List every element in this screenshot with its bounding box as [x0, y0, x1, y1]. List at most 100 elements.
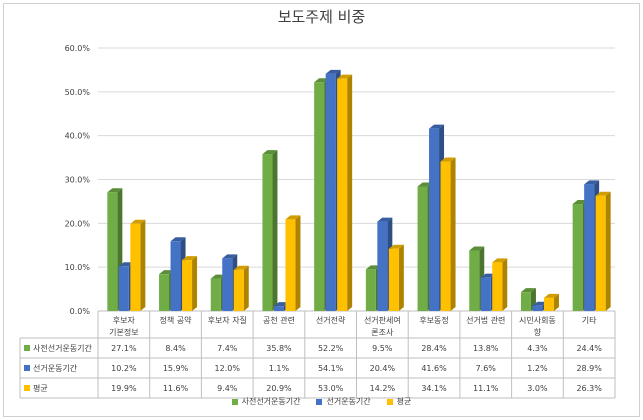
bar	[130, 223, 141, 311]
legend-item: 평균	[386, 396, 412, 407]
category-label: 시민사회동	[519, 315, 556, 325]
category-label: 기본정보	[109, 327, 138, 337]
bar-side	[272, 150, 278, 311]
bar	[118, 266, 129, 311]
bar-top	[520, 288, 536, 293]
bar-top	[159, 270, 175, 275]
bar-top	[118, 262, 134, 267]
data-label: 12.0%	[215, 364, 241, 373]
bar-side	[243, 265, 249, 311]
y-tick-label: 50.0%	[65, 88, 91, 97]
category-label: 선거전략	[316, 315, 346, 325]
bar-side	[553, 293, 559, 311]
data-label: 11.6%	[163, 384, 189, 393]
data-label: 28.9%	[576, 364, 602, 373]
bar-side	[192, 256, 198, 311]
bar-top	[543, 293, 559, 298]
bar-top	[262, 150, 278, 155]
legend-label: 사전선거운동기간	[241, 397, 301, 406]
bar	[285, 219, 296, 311]
legend-label: 평균	[396, 397, 412, 406]
data-label: 1.1%	[269, 364, 290, 373]
data-label: 53.0%	[318, 384, 344, 393]
bar-top	[337, 74, 353, 79]
bar	[543, 297, 554, 311]
bar-top	[492, 258, 508, 263]
bar-top	[233, 265, 249, 270]
category-label: 후보동정	[419, 315, 448, 325]
data-label: 7.4%	[217, 344, 238, 353]
bar	[210, 278, 221, 311]
bar-side	[605, 191, 611, 311]
category-label: 후보자	[113, 316, 136, 325]
bar-top	[210, 274, 226, 279]
data-label: 3.0%	[527, 384, 548, 393]
bar-side	[398, 244, 404, 311]
y-tick-label: 30.0%	[65, 176, 91, 185]
bar-side	[347, 74, 353, 311]
category-label: 론조사	[371, 328, 394, 337]
bar-top	[325, 69, 341, 74]
y-tick-label: 60.0%	[65, 44, 91, 53]
bar	[107, 192, 118, 311]
y-tick-label: 20.0%	[65, 219, 91, 228]
bar-side	[295, 215, 301, 311]
bar-top	[130, 219, 146, 224]
category-label: 공천 관련	[263, 315, 295, 325]
y-tick-label: 0.0%	[70, 307, 91, 316]
category-label: 기타	[582, 316, 597, 325]
data-label: 27.1%	[111, 344, 137, 353]
bar-top	[365, 265, 381, 270]
bar-top	[107, 188, 123, 193]
bar-top	[595, 191, 611, 196]
bar-side	[450, 157, 456, 311]
data-label: 13.8%	[473, 344, 499, 353]
bar-top	[429, 124, 445, 129]
bar	[417, 186, 428, 311]
data-label: 52.2%	[318, 344, 344, 353]
bar	[520, 292, 531, 311]
bar-top	[273, 302, 289, 307]
chart-legend: 사전선거운동기간 선거운동기간 평균	[0, 396, 643, 407]
category-label: 정책 공약	[160, 315, 193, 325]
bar	[572, 204, 583, 311]
table-series-name: 평균	[33, 383, 48, 393]
data-label: 20.4%	[370, 364, 396, 373]
bar	[440, 161, 451, 311]
bar	[365, 269, 376, 311]
bar	[233, 269, 244, 311]
bar-top	[388, 244, 404, 249]
y-tick-label: 40.0%	[65, 132, 91, 141]
category-label: 선거판세여	[364, 315, 401, 325]
table-series-key	[24, 345, 30, 351]
bar-top	[285, 215, 301, 220]
data-label: 19.9%	[111, 384, 137, 393]
bar-side	[502, 258, 508, 311]
bar-top	[440, 157, 456, 162]
bar	[325, 73, 336, 311]
bar	[222, 258, 233, 311]
data-label: 20.9%	[266, 384, 292, 393]
data-label: 15.9%	[163, 364, 189, 373]
bar-top	[314, 78, 330, 83]
data-label: 14.2%	[370, 384, 396, 393]
data-label: 54.1%	[318, 364, 344, 373]
legend-item: 선거운동기간	[316, 396, 371, 407]
data-label: 24.4%	[576, 344, 602, 353]
category-label: 후보자 자질	[208, 316, 247, 325]
bar-top	[170, 237, 186, 242]
bar-top	[222, 254, 238, 259]
data-label: 1.2%	[527, 364, 548, 373]
bar	[492, 262, 503, 311]
bar-top	[532, 301, 548, 306]
bar	[182, 260, 193, 311]
bar	[262, 154, 273, 311]
bar	[273, 306, 284, 311]
data-label: 34.1%	[421, 384, 447, 393]
bar-top	[584, 180, 600, 185]
legend-label: 선거운동기간	[326, 397, 371, 406]
data-label: 41.6%	[421, 364, 447, 373]
bar	[337, 78, 348, 311]
table-series-key	[24, 365, 30, 371]
